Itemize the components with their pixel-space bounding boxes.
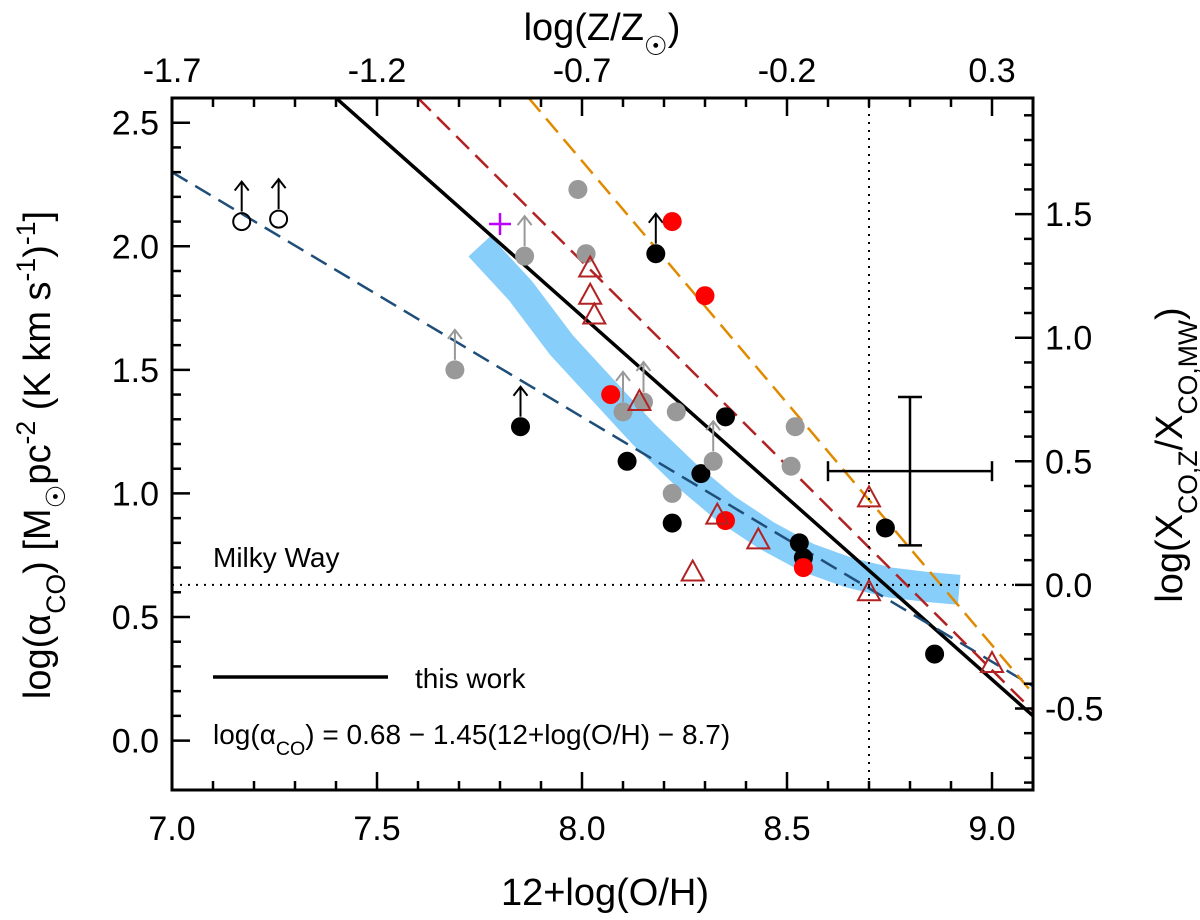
red-open-triangles-point [680,558,706,582]
right-tick-label: 0.0 [1045,567,1092,605]
data-points-layer [232,177,1005,673]
black-circles-point [662,513,682,533]
open-circles-point [269,209,289,229]
red-open-triangles-point [856,578,882,602]
y-axis-title: log(αCO) [M☉pc-2 (K km s-1)-1] [11,211,71,699]
red-open-triangles-point [745,526,771,550]
red-open-triangles-point [704,501,730,525]
gray-circles-point-arrow-head [447,328,463,340]
milky-way-label: Milky Way [213,542,340,573]
top-tick-label: -0.7 [553,52,612,90]
red-open-triangles-point [979,649,1005,673]
model-band [468,236,961,605]
right-tick-label: 1.0 [1045,320,1092,358]
x-tick-label: 7.5 [353,810,400,848]
gray-circles-point [785,417,805,437]
gray-circles-point [613,402,633,422]
gray-circles-point-arrow-head [635,360,652,372]
gray-circles-point [568,179,588,199]
black-circles-point [617,451,637,471]
open-circles-point [232,212,252,232]
top-tick-label: -1.2 [348,52,407,90]
black-circles-point [691,464,711,484]
gray-circles-point-arrow-head [615,370,631,382]
gray-circles-point [781,456,801,476]
y-tick-label: 2.0 [112,228,159,266]
right-tick-label: 0.5 [1045,443,1092,481]
x-tick-label: 8.0 [558,810,605,848]
open-circles-point-arrow-head [270,177,287,189]
black-circles-point [646,244,666,264]
right-axis-title: log(XCO,Z/XCO,MW) [1149,307,1200,602]
red-circles-point [793,558,813,578]
relation-formula: log(αCO) = 0.68 − 1.45(12+log(O/H) − 8.7… [213,719,730,760]
gray-circles-point [515,246,535,266]
x-tick-label: 8.5 [763,810,810,848]
black-circles-point [511,417,530,437]
red-open-triangles-point [577,281,603,305]
black-circles-point-arrow-head [512,385,529,397]
gray-circles-point [445,360,465,380]
axes-layer [170,96,1035,792]
black-circles-point [789,533,809,553]
red-open-triangles-point [577,254,603,278]
right-tick-label: -0.5 [1045,690,1104,728]
y-tick-label: 0.5 [112,599,159,637]
top-tick-label: -1.7 [143,52,202,90]
black-circles-point [925,644,945,664]
x-tick-label: 9.0 [968,810,1015,848]
gray-circles-point-arrow-head [516,214,533,226]
black-circles-point [716,407,735,427]
dashed-fit-line-2 [417,98,1033,712]
top-tick-label: -0.2 [758,52,817,90]
red-open-triangles-point [856,484,882,508]
legend-label: this work [415,663,526,694]
gray-circles-point [666,402,686,422]
dashed-fit-line-3 [527,98,1033,695]
red-open-triangles-point [581,301,607,325]
top-axis-title: log(Z/Z☉) [524,7,681,61]
fit-lines-layer [172,98,1033,718]
y-tick-label: 0.0 [112,723,159,761]
gray-circles-point [662,483,682,503]
reference-lines-layer [172,98,1033,790]
red-open-triangles-point [626,387,653,411]
gray-circles-point [703,451,723,471]
plot-frame [170,96,1035,792]
black-circles-point [875,518,895,538]
y-tick-label: 1.5 [112,352,159,390]
y-tick-label: 2.5 [112,105,159,143]
black-circles-point-arrow-head [648,212,664,224]
red-circles-point [695,286,715,306]
this-work-fit-line [334,98,1033,718]
x-axis-title: 12+log(O/H) [501,872,709,914]
model-band-layer [468,236,961,605]
red-circles-point [662,212,682,232]
x-tick-label: 7.0 [148,810,195,848]
gray-circles-point-arrow-head [705,419,721,431]
dashed-fit-line-1 [172,171,1033,688]
red-circles-point [601,385,621,405]
labels-layer: Milky Way this work 12+log(O/H) 7.0 7.5 8.… [11,7,1200,914]
top-tick-label: 0.3 [968,52,1015,90]
right-tick-label: 1.5 [1045,196,1092,234]
y-tick-label: 1.0 [112,475,159,513]
open-circles-point-arrow-head [233,179,250,192]
